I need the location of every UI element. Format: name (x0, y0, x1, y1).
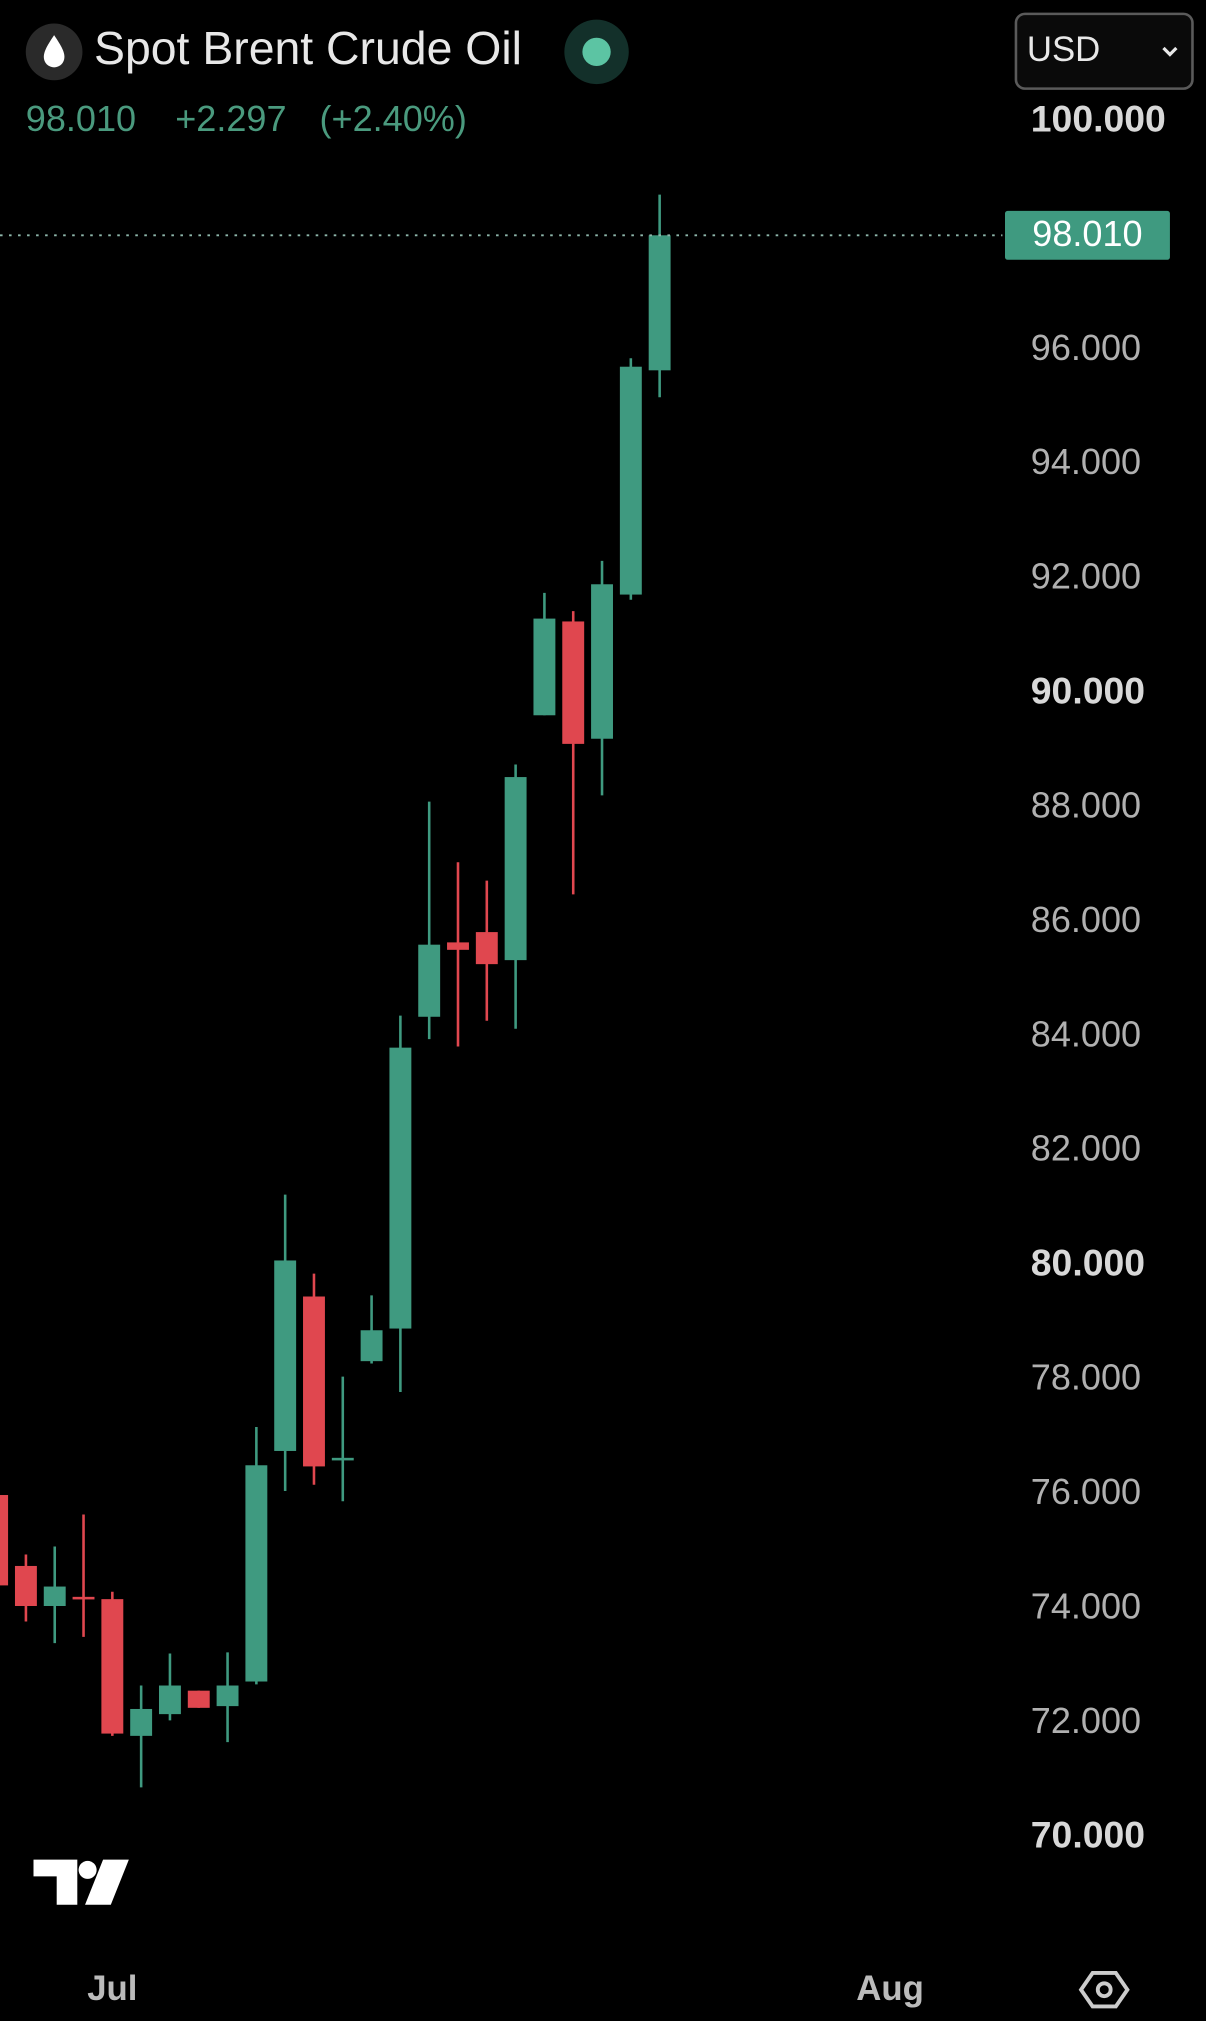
candle-body (14, 1565, 37, 1607)
candle-body (533, 618, 556, 716)
status-dot (582, 37, 611, 67)
candles (0, 194, 671, 1788)
y-tick-label: 72.000 (1031, 1700, 1141, 1741)
candle-body (475, 932, 498, 965)
change: +2.297 (175, 98, 286, 139)
title: Spot Brent Crude Oil (94, 22, 522, 74)
last-price-label: 98.010 (1032, 213, 1142, 254)
y-tick-label: 86.000 (1031, 899, 1141, 940)
settings-icon[interactable] (1078, 1971, 1130, 2009)
candle-body (303, 1296, 325, 1467)
drop-icon (43, 35, 65, 68)
last-price-box (1005, 210, 1170, 260)
price: 98.010 (26, 98, 136, 139)
logo-part (33, 1859, 78, 1905)
candle-body (187, 1690, 210, 1708)
currency-select[interactable] (1014, 12, 1194, 90)
y-tick-label: 94.000 (1031, 441, 1141, 482)
candle-body (331, 1457, 354, 1461)
candle-body (101, 1599, 124, 1734)
y-tick-label: 70.000 (1031, 1814, 1145, 1856)
candle-body (447, 942, 469, 950)
candle-body (130, 1708, 153, 1736)
y-tick-label: 96.000 (1031, 327, 1141, 368)
y-tick-label: 78.000 (1031, 1357, 1141, 1398)
candle-body (648, 235, 671, 371)
candle-body (245, 1465, 268, 1682)
candle-body (619, 366, 642, 595)
y-tick-label: 88.000 (1031, 784, 1141, 825)
plot-area: 70.000 72.000 74.000 76.000 78.000 80.000 82.0… (0, 97, 1170, 2008)
change-percent: (+2.40%) (320, 98, 467, 139)
candle-body (562, 621, 585, 744)
candle-body (274, 1260, 297, 1451)
candle-body (360, 1330, 383, 1362)
y-tick-label: 82.000 (1031, 1128, 1141, 1169)
settings-icon-center[interactable] (1095, 1981, 1113, 1999)
y-tick-label: 100.000 (1031, 97, 1166, 139)
y-tick-label: 92.000 (1031, 556, 1141, 597)
candle-body (0, 1495, 9, 1586)
candle-body (43, 1586, 66, 1607)
dropdown-arrow[interactable] (1162, 46, 1178, 57)
logo-part (78, 1860, 97, 1879)
y-tick-label: 80.000 (1031, 1241, 1145, 1283)
logo-part (85, 1859, 129, 1905)
candle-body (72, 1596, 95, 1600)
x-tick-label: Aug (856, 1970, 924, 2008)
candle-body (389, 1047, 412, 1329)
x-tick-label: Jul (87, 1970, 137, 2008)
y-tick-label: 90.000 (1031, 669, 1145, 711)
y-tick-label: 74.000 (1031, 1585, 1141, 1626)
currency-label[interactable]: USD (1027, 31, 1100, 69)
candle-body (216, 1685, 239, 1707)
candle-body (158, 1685, 181, 1715)
candle-body (591, 584, 613, 739)
y-tick-label: 76.000 (1031, 1471, 1141, 1512)
candle-body (504, 777, 527, 961)
candle-body (418, 944, 441, 1017)
y-tick-label: 84.000 (1031, 1013, 1141, 1054)
tv-logo (33, 1859, 129, 1905)
